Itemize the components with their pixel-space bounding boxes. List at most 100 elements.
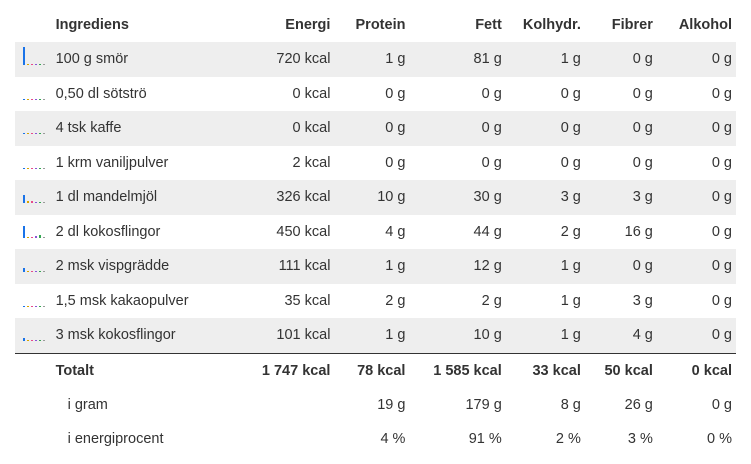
macro-bar-cell bbox=[15, 318, 56, 353]
macro-minibar bbox=[23, 225, 49, 238]
ingredient-fiber: 0 g bbox=[632, 85, 653, 102]
header-fiber[interactable]: Fibrer bbox=[611, 16, 653, 33]
macro-bar-cell bbox=[15, 284, 56, 319]
header-alcohol[interactable]: Alkohol bbox=[678, 16, 732, 33]
header-energy[interactable]: Energi bbox=[285, 16, 331, 33]
ingredient-name[interactable]: 2 dl kokosflingor bbox=[55, 223, 161, 240]
header-ingredient[interactable]: Ingrediens bbox=[55, 16, 129, 33]
ingredient-fiber: 3 g bbox=[632, 292, 653, 309]
ingredient-fiber: 4 g bbox=[584, 318, 657, 353]
ingredient-energy: 0 kcal bbox=[292, 85, 331, 102]
macro-minibar-segment bbox=[35, 133, 37, 135]
macro-minibar-segment bbox=[23, 98, 25, 100]
ingredient-name[interactable]: 100 g smör bbox=[55, 42, 254, 77]
macro-bar-cell bbox=[15, 249, 56, 284]
macro-minibar-segment bbox=[27, 98, 29, 100]
ingredient-fat: 10 g bbox=[409, 318, 506, 353]
ingredient-row[interactable]: 1,5 msk kakaopulver 35 kcal 2 g 2 g 1 g 3 g 0 … bbox=[15, 284, 736, 319]
ingredient-name[interactable]: 4 tsk kaffe bbox=[55, 111, 254, 146]
ingredient-alcohol: 0 g bbox=[711, 85, 732, 102]
ingredient-name[interactable]: 0,50 dl sötströ bbox=[55, 85, 147, 102]
macro-minibar-segment bbox=[35, 340, 37, 342]
ingredient-carbs: 1 g bbox=[505, 318, 585, 353]
grams-label: i gram bbox=[67, 396, 108, 413]
macro-minibar-segment bbox=[35, 64, 37, 66]
ingredient-fat: 0 g bbox=[481, 85, 502, 102]
macro-minibar-segment bbox=[31, 271, 33, 273]
total-row: Totalt 1 747 kcal 78 kcal 1 585 kcal 33 … bbox=[15, 352, 736, 388]
ingredient-name[interactable]: 1,5 msk kakaopulver bbox=[55, 292, 189, 309]
macro-minibar-segment bbox=[23, 305, 25, 307]
macro-minibar-segment bbox=[23, 167, 25, 169]
ingredient-alcohol: 0 g bbox=[656, 249, 736, 284]
macro-minibar-segment bbox=[39, 64, 41, 66]
ingredient-protein: 2 g bbox=[385, 292, 406, 309]
percent-bar-spacer bbox=[15, 422, 56, 457]
ingredient-alcohol: 0 g bbox=[656, 318, 736, 353]
ingredient-row[interactable]: 2 dl kokosflingor 450 kcal 4 g 44 g 2 g 16 g 0… bbox=[15, 215, 736, 250]
ingredient-row[interactable]: 0,50 dl sötströ 0 kcal 0 g 0 g 0 g 0 g 0 g bbox=[15, 77, 736, 112]
ingredient-row[interactable]: 1 krm vaniljpulver 2 kcal 0 g 0 g 0 g 0 g 0 g bbox=[15, 146, 736, 181]
macro-minibar-segment bbox=[31, 64, 33, 66]
ingredient-name[interactable]: 1 krm vaniljpulver bbox=[55, 154, 169, 171]
macro-minibar bbox=[23, 329, 49, 342]
ingredient-carbs: 2 g bbox=[560, 223, 581, 240]
macro-minibar-segment bbox=[39, 340, 41, 342]
macro-minibar bbox=[23, 47, 49, 66]
ingredient-fiber: 16 g bbox=[624, 223, 653, 240]
macro-minibar-segment bbox=[43, 271, 45, 273]
total-alcohol: 0 kcal bbox=[656, 352, 736, 388]
header-fat[interactable]: Fett bbox=[475, 16, 502, 33]
grams-row: i gram 19 g 179 g 8 g 26 g 0 g bbox=[15, 388, 736, 423]
percent-protein: 4 % bbox=[380, 431, 406, 448]
percent-label: i energiprocent bbox=[67, 431, 164, 448]
total-carbs: 33 kcal bbox=[505, 352, 585, 388]
macro-minibar-segment bbox=[27, 340, 29, 342]
ingredient-fat: 0 g bbox=[481, 154, 502, 171]
ingredient-alcohol: 0 g bbox=[656, 111, 736, 146]
ingredient-energy: 450 kcal bbox=[276, 223, 331, 240]
ingredient-protein: 4 g bbox=[385, 223, 406, 240]
macro-minibar-segment bbox=[35, 305, 37, 307]
macro-minibar-segment bbox=[35, 167, 37, 169]
macro-minibar-segment bbox=[31, 305, 33, 307]
ingredient-fat: 12 g bbox=[409, 249, 506, 284]
macro-minibar-segment bbox=[31, 167, 33, 169]
ingredient-carbs: 1 g bbox=[505, 42, 585, 77]
macro-minibar-segment bbox=[27, 271, 29, 273]
ingredient-fiber: 0 g bbox=[584, 111, 657, 146]
macro-minibar-segment bbox=[39, 234, 41, 238]
ingredient-name[interactable]: 1 dl mandelmjöl bbox=[55, 180, 254, 215]
macro-minibar-segment bbox=[43, 340, 45, 342]
grams-carbs: 8 g bbox=[560, 396, 581, 413]
macro-minibar-segment bbox=[39, 271, 41, 273]
ingredient-carbs: 0 g bbox=[560, 85, 581, 102]
macro-minibar-segment bbox=[31, 133, 33, 135]
header-carbs[interactable]: Kolhydr. bbox=[522, 16, 581, 33]
ingredient-fiber: 0 g bbox=[632, 154, 653, 171]
nutrition-table: Ingrediens Energi Protein Fett Kolhydr. … bbox=[15, 7, 736, 457]
macro-minibar-segment bbox=[35, 271, 37, 273]
ingredient-name[interactable]: 3 msk kokosflingor bbox=[55, 318, 254, 353]
macro-minibar-segment bbox=[27, 64, 29, 66]
macro-minibar-segment bbox=[23, 338, 25, 342]
macro-minibar bbox=[23, 260, 49, 273]
total-fiber: 50 kcal bbox=[584, 352, 657, 388]
ingredient-protein: 1 g bbox=[334, 249, 410, 284]
total-label: Totalt bbox=[55, 352, 254, 388]
ingredient-name[interactable]: 2 msk vispgrädde bbox=[55, 249, 254, 284]
percent-fiber: 3 % bbox=[627, 431, 653, 448]
macro-minibar-segment bbox=[23, 195, 25, 204]
macro-bar-cell bbox=[15, 77, 56, 112]
ingredient-carbs: 1 g bbox=[505, 249, 585, 284]
macro-minibar-segment bbox=[23, 47, 25, 66]
header-protein[interactable]: Protein bbox=[355, 16, 406, 33]
ingredient-carbs: 0 g bbox=[505, 111, 585, 146]
ingredient-protein: 10 g bbox=[334, 180, 410, 215]
